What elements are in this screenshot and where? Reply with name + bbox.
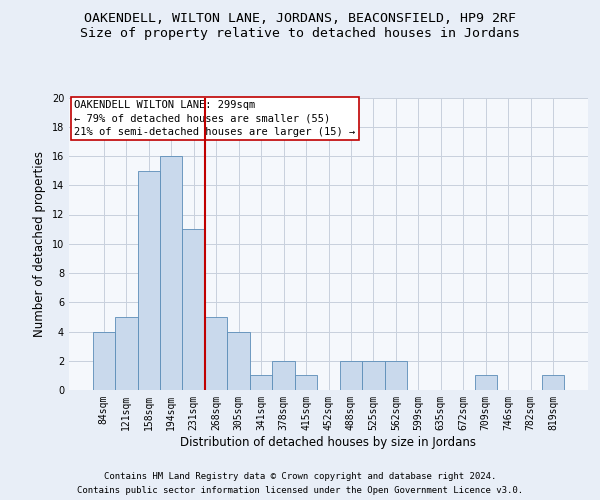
Bar xyxy=(250,376,272,390)
Bar xyxy=(137,170,160,390)
Bar xyxy=(92,332,115,390)
Text: Contains HM Land Registry data © Crown copyright and database right 2024.: Contains HM Land Registry data © Crown c… xyxy=(104,472,496,481)
Bar xyxy=(182,229,205,390)
Bar xyxy=(272,361,295,390)
Text: Size of property relative to detached houses in Jordans: Size of property relative to detached ho… xyxy=(80,28,520,40)
Bar xyxy=(542,376,565,390)
Bar xyxy=(205,317,227,390)
Bar xyxy=(295,376,317,390)
Text: Contains public sector information licensed under the Open Government Licence v3: Contains public sector information licen… xyxy=(77,486,523,495)
Bar xyxy=(115,317,137,390)
Text: OAKENDELL, WILTON LANE, JORDANS, BEACONSFIELD, HP9 2RF: OAKENDELL, WILTON LANE, JORDANS, BEACONS… xyxy=(84,12,516,26)
Bar xyxy=(475,376,497,390)
Bar xyxy=(160,156,182,390)
Text: OAKENDELL WILTON LANE: 299sqm
← 79% of detached houses are smaller (55)
21% of s: OAKENDELL WILTON LANE: 299sqm ← 79% of d… xyxy=(74,100,355,137)
X-axis label: Distribution of detached houses by size in Jordans: Distribution of detached houses by size … xyxy=(181,436,476,448)
Bar xyxy=(362,361,385,390)
Bar xyxy=(385,361,407,390)
Y-axis label: Number of detached properties: Number of detached properties xyxy=(33,151,46,337)
Bar xyxy=(227,332,250,390)
Bar xyxy=(340,361,362,390)
